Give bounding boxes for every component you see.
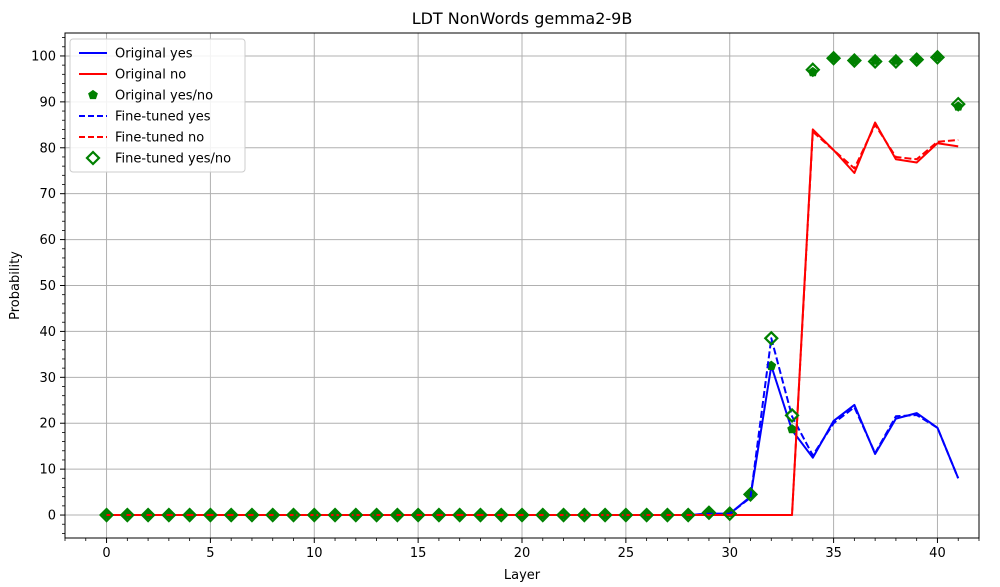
data-point-fine-tuned-yes-no — [784, 407, 800, 423]
legend-label-original-no: Original no — [115, 68, 186, 83]
y-tick-label: 0 — [48, 509, 56, 524]
series-line-original-yes — [106, 364, 960, 516]
data-point-fine-tuned-yes-no — [244, 507, 260, 523]
y-tick-label: 70 — [39, 187, 56, 202]
data-point-fine-tuned-yes-no — [472, 507, 489, 523]
data-point-fine-tuned-yes-no — [514, 507, 530, 523]
x-tick-label: 35 — [825, 546, 842, 561]
x-tick-label: 40 — [929, 546, 946, 561]
data-point-fine-tuned-yes-no — [98, 507, 115, 523]
y-tick-label: 20 — [39, 417, 56, 432]
series-line-fine-tuned-no — [106, 123, 959, 516]
data-point-fine-tuned-yes-no — [867, 53, 883, 70]
x-axis-label: Layer — [504, 568, 541, 583]
data-point-fine-tuned-yes-no — [265, 507, 281, 523]
legend-swatch-original-yes-no — [88, 89, 98, 100]
y-tick-label: 60 — [39, 233, 56, 248]
data-point-fine-tuned-yes-no — [535, 507, 551, 523]
x-tick-label: 0 — [102, 546, 110, 561]
legend-label-fine-tuned-no: Fine-tuned no — [115, 131, 204, 146]
y-tick-label: 50 — [39, 279, 56, 294]
y-axis-label: Probability — [8, 251, 23, 320]
series-line-original-no — [106, 121, 959, 516]
data-point-fine-tuned-yes-no — [722, 506, 738, 522]
data-point-fine-tuned-yes-no — [306, 507, 322, 523]
data-point-fine-tuned-yes-no — [846, 52, 862, 69]
data-point-fine-tuned-yes-no — [327, 507, 343, 523]
data-point-fine-tuned-yes-no — [659, 507, 675, 523]
data-point-fine-tuned-yes-no — [431, 507, 447, 523]
legend-label-original-yes: Original yes — [115, 47, 193, 62]
data-point-fine-tuned-yes-no — [909, 52, 925, 68]
data-point-original-yes-no — [787, 424, 797, 434]
data-point-fine-tuned-yes-no — [182, 507, 198, 523]
data-point-fine-tuned-yes-no — [555, 507, 572, 523]
data-point-fine-tuned-yes-no — [742, 486, 759, 502]
data-point-fine-tuned-yes-no — [805, 62, 821, 78]
y-tick-label: 40 — [39, 325, 56, 340]
data-point-fine-tuned-yes-no — [639, 507, 655, 523]
data-point-fine-tuned-yes-no — [161, 507, 177, 523]
data-point-fine-tuned-yes-no — [223, 507, 239, 523]
data-point-fine-tuned-yes-no — [410, 507, 426, 523]
chart-title: LDT NonWords gemma2-9B — [412, 9, 633, 28]
data-point-fine-tuned-yes-no — [826, 50, 842, 66]
y-tick-label: 10 — [39, 463, 56, 478]
data-point-fine-tuned-yes-no — [597, 507, 613, 523]
x-tick-label: 20 — [514, 546, 531, 561]
x-tick-label: 10 — [306, 546, 323, 561]
data-point-fine-tuned-yes-no — [285, 507, 302, 523]
data-point-fine-tuned-yes-no — [119, 507, 135, 523]
x-tick-label: 15 — [410, 546, 427, 561]
y-tick-label: 90 — [39, 95, 56, 110]
y-tick-label: 80 — [39, 141, 56, 156]
data-point-fine-tuned-yes-no — [576, 507, 592, 523]
x-tick-label: 30 — [721, 546, 738, 561]
data-point-fine-tuned-yes-no — [888, 53, 904, 70]
data-point-fine-tuned-yes-no — [763, 330, 779, 346]
legend-label-original-yes-no: Original yes/no — [115, 89, 213, 104]
legend-swatch-fine-tuned-yes-no — [85, 150, 101, 166]
data-point-fine-tuned-yes-no — [452, 507, 468, 523]
data-point-fine-tuned-yes-no — [202, 507, 218, 523]
legend: Original yes Original no Original yes/no Fi… — [69, 38, 246, 173]
y-tick-label: 100 — [31, 49, 56, 64]
data-point-fine-tuned-yes-no — [929, 49, 946, 65]
x-tick-label: 25 — [618, 546, 635, 561]
data-point-fine-tuned-yes-no — [348, 507, 364, 523]
data-point-fine-tuned-yes-no — [140, 507, 156, 523]
data-point-fine-tuned-yes-no — [701, 505, 717, 521]
data-point-fine-tuned-yes-no — [369, 507, 385, 523]
plot-area: 0 5 10 15 20 25 30 35 40 0 10 20 30 40 50 60 70 80 90 100 — [31, 32, 980, 561]
data-point-fine-tuned-yes-no — [680, 507, 696, 523]
legend-label-fine-tuned-yes: Fine-tuned yes — [115, 110, 211, 125]
x-tick-label: 5 — [206, 546, 214, 561]
data-point-fine-tuned-yes-no — [493, 507, 509, 523]
legend-label-fine-tuned-yes-no: Fine-tuned yes/no — [115, 152, 231, 167]
y-tick-label: 30 — [39, 371, 56, 386]
data-point-fine-tuned-yes-no — [389, 507, 405, 523]
data-point-fine-tuned-yes-no — [618, 507, 634, 523]
data-point-fine-tuned-yes-no — [950, 96, 966, 112]
legend-box — [69, 38, 246, 173]
